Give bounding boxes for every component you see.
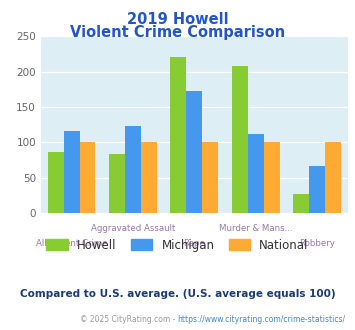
Bar xyxy=(125,126,141,213)
Text: © 2025 CityRating.com -: © 2025 CityRating.com - xyxy=(80,315,178,324)
Text: Aggravated Assault: Aggravated Assault xyxy=(91,224,175,233)
Bar xyxy=(48,152,64,213)
Bar xyxy=(186,91,202,213)
Bar xyxy=(202,142,218,213)
Bar xyxy=(248,134,264,213)
Bar xyxy=(309,166,325,213)
Bar xyxy=(293,194,309,213)
Text: Murder & Mans...: Murder & Mans... xyxy=(219,224,293,233)
Text: Compared to U.S. average. (U.S. average equals 100): Compared to U.S. average. (U.S. average … xyxy=(20,289,335,299)
Text: https://www.cityrating.com/crime-statistics/: https://www.cityrating.com/crime-statist… xyxy=(178,315,346,324)
Text: Rape: Rape xyxy=(184,239,205,248)
Text: All Violent Crime: All Violent Crime xyxy=(36,239,107,248)
Bar xyxy=(232,66,248,213)
Text: 2019 Howell: 2019 Howell xyxy=(127,12,228,26)
Bar xyxy=(80,142,95,213)
Bar xyxy=(64,131,80,213)
Text: Violent Crime Comparison: Violent Crime Comparison xyxy=(70,25,285,40)
Legend: Howell, Michigan, National: Howell, Michigan, National xyxy=(42,234,313,256)
Text: Robbery: Robbery xyxy=(299,239,335,248)
Bar xyxy=(264,142,280,213)
Bar xyxy=(325,142,341,213)
Bar xyxy=(170,57,186,213)
Bar xyxy=(109,154,125,213)
Bar xyxy=(141,142,157,213)
